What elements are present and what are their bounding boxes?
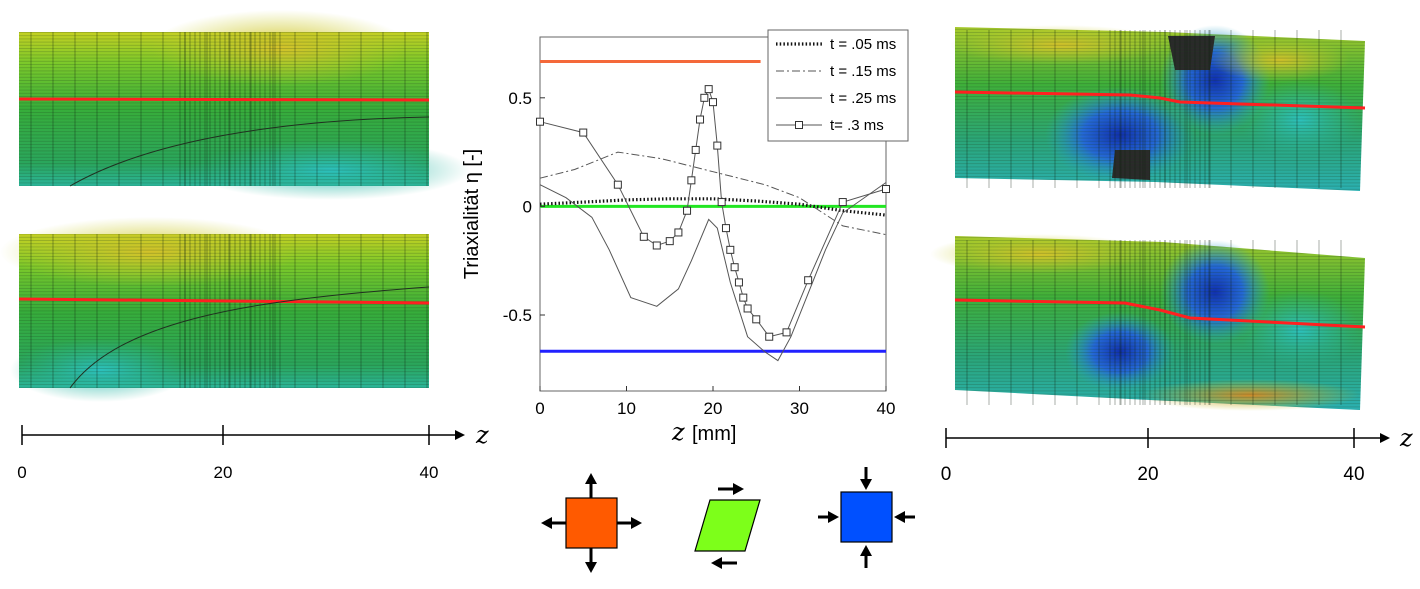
right-axis-tick-0: 0 [941, 464, 952, 485]
series-marker [687, 176, 696, 185]
series-marker [734, 278, 743, 287]
right-contour-panel-bottom [930, 234, 1366, 411]
series-marker [717, 198, 726, 207]
legend-label-2: t = .25 ms [830, 90, 896, 107]
series-marker [674, 228, 683, 237]
series-marker [613, 180, 622, 189]
y-tick-label: 0.5 [508, 89, 532, 108]
series-marker [782, 328, 791, 337]
series-line-0 [539, 197, 887, 217]
series-marker [882, 185, 890, 194]
x-tick-label: 20 [704, 399, 723, 418]
right-z-axis: 0 20 40 z [941, 424, 1413, 485]
shear-icon [694, 483, 761, 569]
series-marker [739, 293, 748, 302]
series-marker [665, 237, 674, 246]
left-contour-panel-bottom [0, 217, 430, 402]
x-tick-label: 0 [535, 399, 544, 418]
series-marker [726, 245, 735, 254]
left-z-axis: 0 20 40 z [17, 421, 489, 482]
left-axis-tick-40: 40 [420, 463, 439, 482]
right-axis-tick-20: 20 [1137, 464, 1158, 485]
series-marker [639, 232, 648, 241]
right-contour-panel-top [950, 25, 1366, 191]
left-contour-panel-top [18, 10, 470, 200]
series-marker [713, 141, 722, 150]
x-tick-label: 30 [790, 399, 809, 418]
right-axis-symbol: z [1399, 424, 1413, 452]
series-marker [765, 332, 774, 341]
series-marker [700, 93, 709, 102]
x-axis-symbol: z [671, 418, 685, 446]
left-axis-tick-0: 0 [17, 463, 26, 482]
series-marker [683, 206, 692, 215]
tension-icon [541, 473, 642, 573]
x-tick-label: 40 [877, 399, 896, 418]
series-marker [579, 128, 588, 137]
series-marker [721, 224, 730, 233]
legend-label-0: t = .05 ms [830, 36, 896, 53]
series-marker [752, 315, 761, 324]
series-line-1 [539, 151, 887, 236]
series-marker [691, 145, 700, 154]
series-marker [838, 198, 847, 207]
series-line-3 [539, 87, 887, 338]
series-marker [704, 85, 713, 94]
legend: t = .05 ms t = .15 ms t = .25 ms t= .3 ms [767, 29, 909, 142]
series-marker [709, 98, 717, 107]
legend-label-1: t = .15 ms [830, 63, 896, 80]
series-marker [743, 304, 752, 313]
series-marker [652, 241, 661, 250]
left-axis-symbol: z [475, 421, 489, 449]
legend-marker [795, 121, 803, 129]
compression-icon [818, 467, 915, 568]
triaxiality-chart: 0 10 20 30 40 -0.5 0 0.5 Triaxialität η [-] z [… [461, 29, 909, 446]
series-marker [696, 115, 705, 124]
right-axis-tick-40: 40 [1343, 464, 1364, 485]
x-axis-unit: [mm] [692, 423, 736, 445]
series-line-2 [539, 182, 887, 362]
series-marker [730, 263, 739, 272]
x-tick-label: 10 [617, 399, 636, 418]
legend-label-3: t= .3 ms [830, 117, 884, 134]
y-axis-title: Triaxialität η [-] [461, 149, 483, 279]
y-tick-label: 0 [523, 197, 532, 216]
series-marker [804, 276, 813, 285]
left-axis-tick-20: 20 [214, 463, 233, 482]
y-tick-label: -0.5 [503, 306, 532, 325]
series-marker [536, 117, 544, 126]
